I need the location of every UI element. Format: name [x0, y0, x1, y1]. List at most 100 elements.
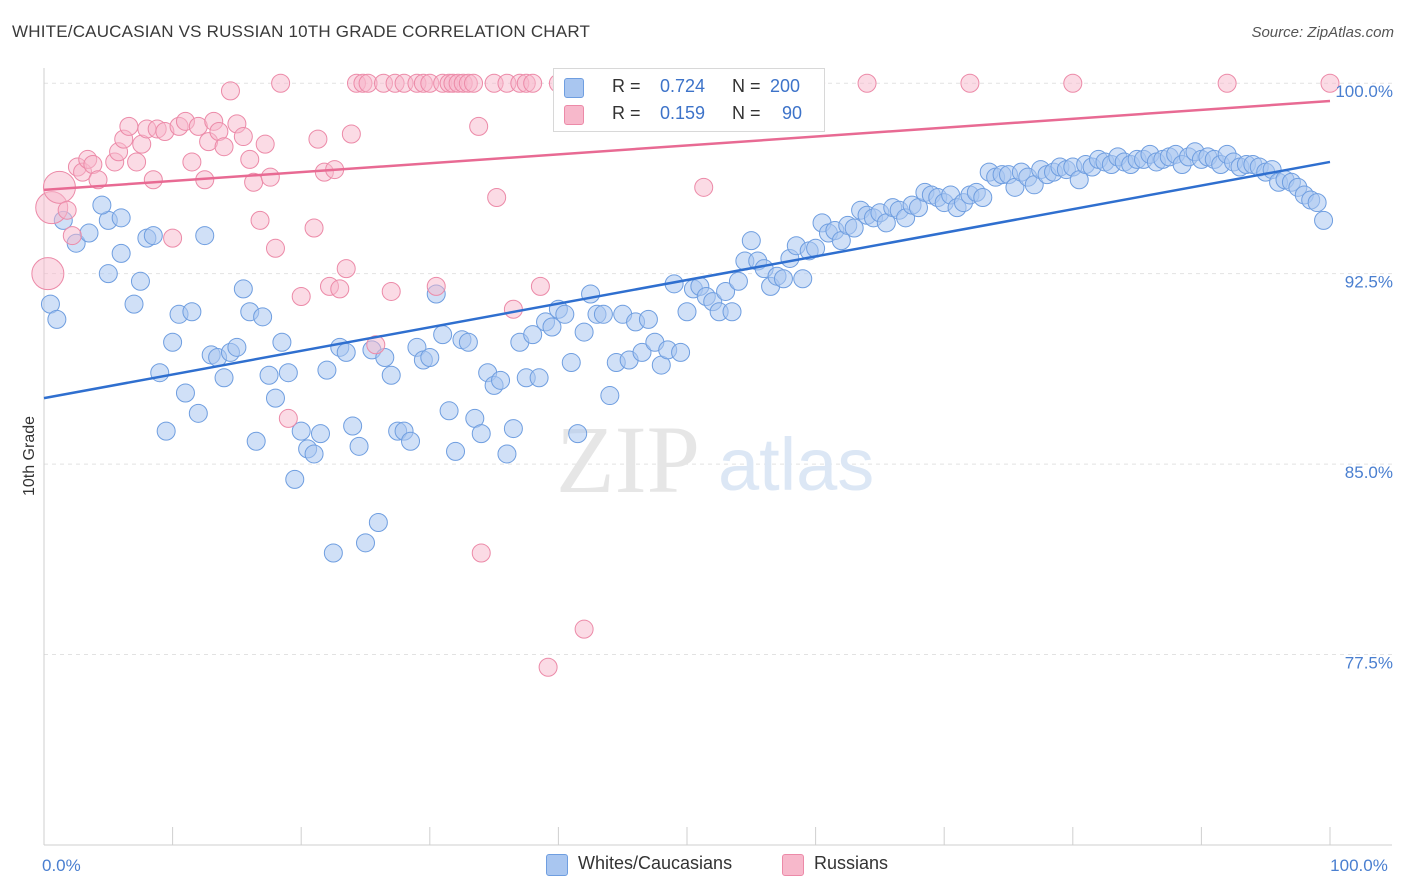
legend-r-label: R = [612, 76, 641, 96]
point-russians [271, 73, 291, 93]
legend-n-label: N = [732, 76, 761, 96]
point-russians [127, 152, 147, 172]
point-whites [259, 365, 279, 385]
point-whites [1314, 210, 1334, 230]
point-whites [1307, 193, 1327, 213]
trend-layer [43, 99, 1331, 400]
point-whites [420, 347, 440, 367]
point-whites [278, 363, 298, 383]
point-whites [381, 365, 401, 385]
legend-r-value: 0.724 [660, 76, 706, 96]
stats-legend: R = 0.724 N = 200 R = 0.159 N = 90 [553, 68, 825, 132]
point-whites [323, 543, 343, 563]
point-whites [728, 271, 748, 291]
point-whites [568, 424, 588, 444]
series-whites [40, 142, 1334, 563]
point-russians [240, 149, 260, 169]
point-whites [458, 332, 478, 352]
point-whites [124, 294, 144, 314]
point-whites [163, 332, 183, 352]
point-whites [233, 279, 253, 299]
point-whites [227, 337, 247, 357]
point-russians [57, 200, 77, 220]
y-tick-label: 77.5% [1345, 654, 1393, 673]
point-whites [671, 342, 691, 362]
point-whites [182, 302, 202, 322]
point-whites [356, 533, 375, 553]
point-russians [143, 170, 163, 190]
point-russians [341, 124, 361, 144]
y-axis-label: 10th Grade [21, 416, 38, 496]
trend-line-whites [43, 160, 1331, 400]
watermark-atlas: atlas [718, 423, 874, 506]
point-whites [741, 231, 761, 251]
point-whites [304, 444, 324, 464]
point-russians [694, 177, 714, 197]
point-russians [308, 129, 328, 149]
point-russians [330, 279, 350, 299]
point-whites [143, 226, 163, 246]
point-whites [285, 469, 305, 489]
point-whites [336, 342, 356, 362]
point-whites [446, 441, 466, 461]
point-russians [1063, 73, 1083, 93]
point-whites [844, 218, 864, 238]
point-russians [464, 73, 484, 93]
point-russians [487, 188, 507, 207]
point-whites [111, 243, 131, 263]
point-whites [497, 444, 517, 464]
point-whites [253, 307, 273, 327]
point-whites [111, 208, 131, 228]
point-whites [310, 424, 330, 444]
point-whites [471, 424, 491, 444]
point-whites [195, 226, 215, 246]
point-russians [278, 408, 298, 428]
point-whites [523, 325, 543, 345]
point-whites [433, 325, 453, 345]
legend-swatch-russians [564, 105, 584, 125]
points-layer [31, 73, 1340, 677]
source-credit: Source: ZipAtlas.com [1251, 24, 1394, 41]
point-whites [317, 360, 337, 380]
point-whites [677, 302, 697, 322]
point-russians [1320, 73, 1340, 93]
y-tick-label: 92.5% [1345, 273, 1393, 292]
point-whites [272, 332, 292, 352]
legend-r-label: R = [612, 103, 641, 123]
point-russians [220, 81, 240, 101]
point-russians [469, 116, 489, 136]
point-whites [156, 421, 176, 441]
point-whites [265, 388, 285, 408]
legend-n-value: 200 [770, 76, 801, 96]
legend-swatch-whites [564, 78, 584, 98]
point-russians [182, 152, 202, 172]
legend-n-label: N = [732, 103, 761, 123]
point-russians [366, 335, 386, 355]
point-whites [574, 322, 594, 342]
point-russians [214, 137, 234, 157]
point-russians [523, 73, 543, 93]
label-layer: 100.0% 92.5% 85.0% 77.5% 0.0% 100.0% 10th Grad… [21, 82, 1393, 875]
point-russians [960, 73, 980, 93]
x-tick-label: 100.0% [1330, 856, 1388, 875]
point-russians [291, 287, 311, 307]
watermark: ZIP atlas [556, 406, 874, 513]
point-whites [600, 386, 620, 406]
point-russians [304, 218, 324, 238]
point-whites [439, 401, 459, 421]
watermark-zip: ZIP [556, 406, 700, 513]
point-russians [530, 276, 550, 296]
point-russians [233, 127, 253, 147]
point-whites [561, 353, 581, 373]
point-whites [401, 431, 421, 451]
point-russians [1217, 73, 1237, 93]
point-whites [722, 302, 742, 322]
point-whites [175, 383, 195, 403]
legend-n-value: 90 [782, 103, 803, 123]
bottom-legend-swatch-russians [782, 854, 804, 876]
point-russians [381, 281, 401, 301]
point-whites [793, 269, 813, 289]
bottom-legend-swatch-whites [546, 854, 568, 876]
point-russians [265, 238, 285, 258]
